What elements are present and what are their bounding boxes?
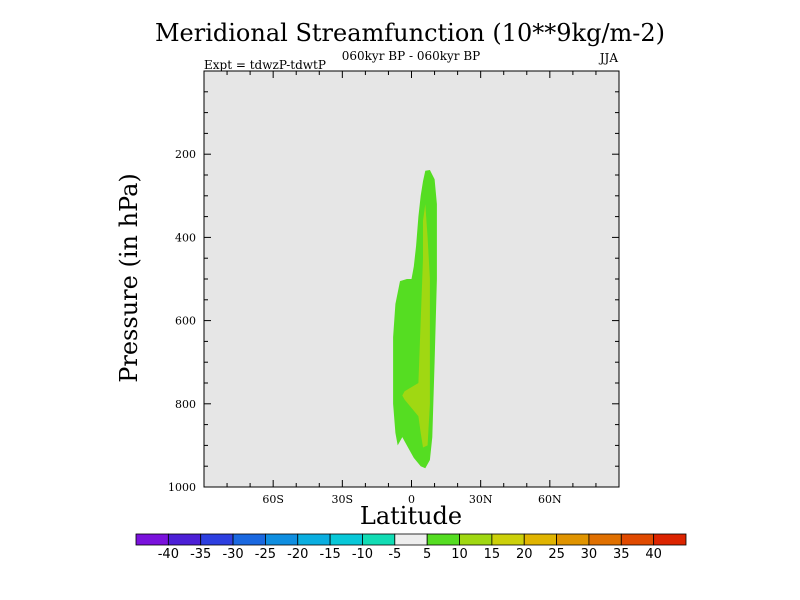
y-tick-label: 600 (175, 315, 196, 328)
contour-regions (393, 170, 437, 469)
chart-title: Meridional Streamfunction (10**9kg/m-2) (155, 19, 665, 47)
axis-ticks: 60S 30S 0 30N 60N 200 400 600 800 1000 (168, 71, 619, 506)
colorbar-box (167, 533, 202, 546)
colorbar-label: -10 (352, 547, 373, 562)
colorbar-label: 10 (451, 547, 468, 562)
x-tick-label: 0 (408, 493, 415, 506)
colorbar-label: -15 (320, 547, 341, 562)
chart-subtitle-center: 060kyr BP - 060kyr BP (342, 49, 480, 63)
colorbar-box (653, 533, 687, 546)
chart-subtitle-right: JJA (598, 51, 619, 65)
x-tick-label: 60N (538, 493, 562, 506)
colorbar-box (329, 533, 363, 546)
colorbar-label: -35 (190, 547, 211, 562)
colorbar-label: 30 (581, 547, 598, 562)
y-tick-label: 800 (175, 398, 196, 411)
colorbar-box (297, 533, 331, 546)
colorbar-label: 35 (613, 547, 630, 562)
colorbar-box (426, 533, 460, 546)
colorbar-label: -25 (255, 547, 276, 562)
colorbar-box (394, 533, 428, 546)
colorbar-box (459, 533, 493, 546)
y-tick-label: 400 (175, 231, 196, 244)
x-tick-label: 30S (332, 493, 354, 506)
colorbar-box (620, 533, 655, 546)
chart-subtitle-left: Expt = tdwzP-tdwtP (204, 58, 326, 72)
colorbar-box (588, 533, 622, 546)
colorbar: -40 -35 -30 -25 -20 -15 -10 -5 5 10 15 20 25 30 35 40 (135, 533, 687, 562)
colorbar-box (491, 533, 525, 546)
colorbar-label: 25 (548, 547, 565, 562)
colorbar-box (362, 533, 396, 546)
y-tick-label: 1000 (168, 481, 196, 494)
colorbar-label: -40 (158, 547, 179, 562)
colorbar-label: -5 (388, 547, 401, 562)
y-tick-label: 200 (175, 148, 196, 161)
colorbar-box (135, 533, 169, 546)
colorbar-label: 20 (516, 547, 533, 562)
x-axis-label: Latitude (360, 502, 462, 530)
colorbar-box (556, 533, 590, 546)
x-tick-label: 30N (469, 493, 493, 506)
colorbar-label: 15 (484, 547, 501, 562)
colorbar-label: -20 (287, 547, 308, 562)
colorbar-box (232, 533, 266, 546)
colorbar-box (265, 533, 299, 546)
colorbar-label: 5 (423, 547, 431, 562)
y-axis-label: Pressure (in hPa) (115, 173, 143, 383)
colorbar-box (523, 533, 557, 546)
colorbar-label: -30 (222, 547, 243, 562)
colorbar-label: 40 (645, 547, 662, 562)
x-tick-label: 60S (262, 493, 284, 506)
colorbar-box (200, 533, 234, 546)
contour-region-1 (402, 204, 430, 448)
